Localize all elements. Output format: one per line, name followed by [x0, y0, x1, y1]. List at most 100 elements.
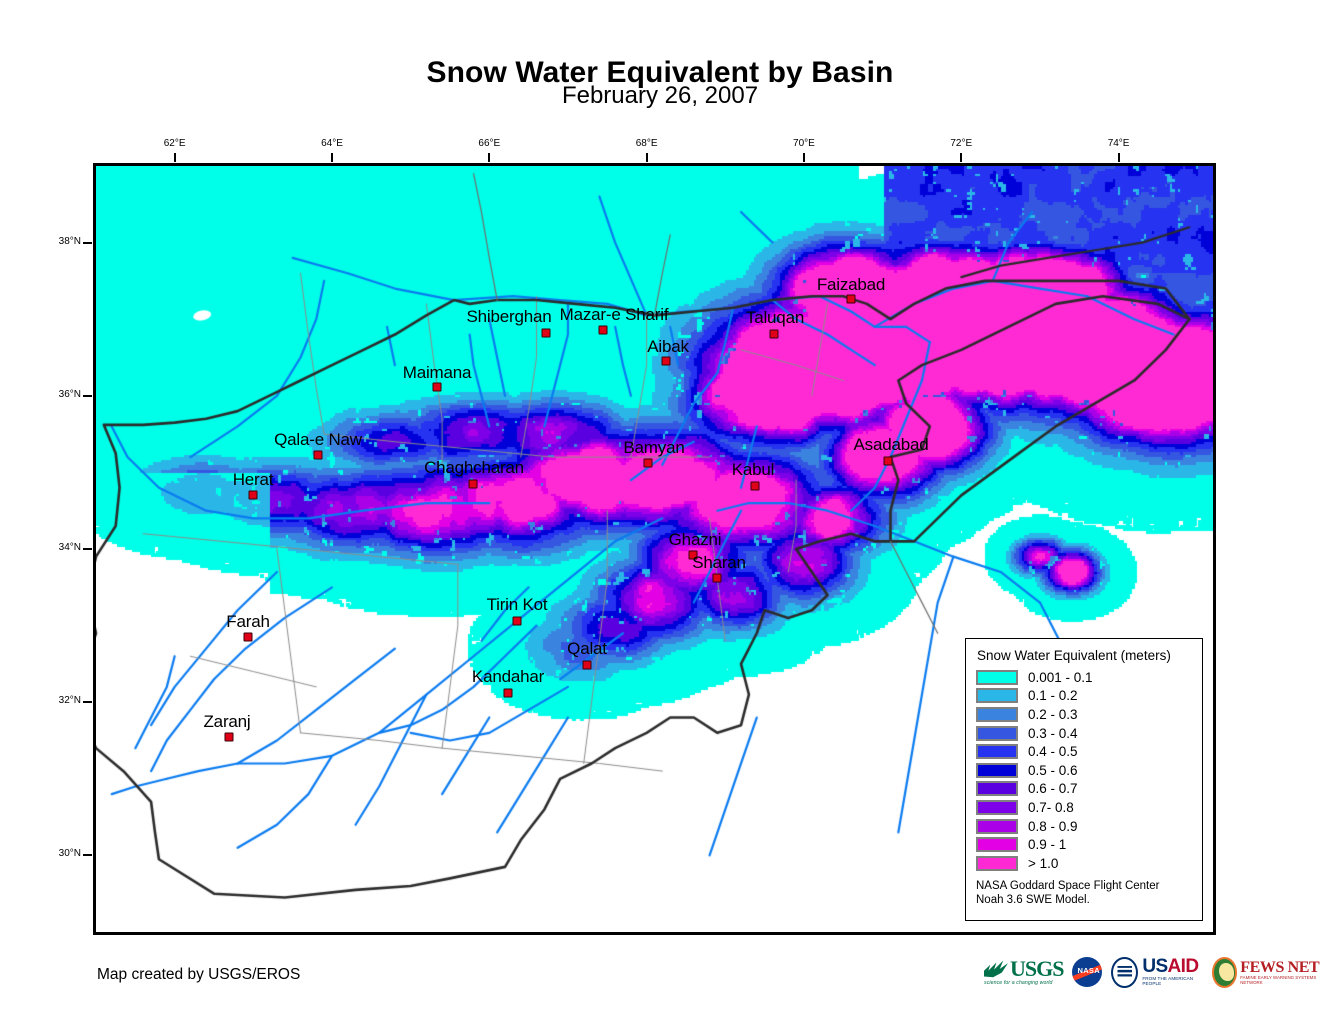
usaid-wordmark: USAID: [1142, 956, 1199, 977]
city-label: Maimana: [402, 363, 472, 382]
usaid-seal-icon: [1111, 956, 1139, 988]
legend-label: 0.4 - 0.5: [1028, 744, 1078, 760]
legend-note-line-2: Noah 3.6 SWE Model.: [976, 894, 1090, 907]
city-marker: [432, 382, 442, 392]
longitude-tick-label: 68°E: [635, 138, 658, 149]
usgs-wordmark: USGS: [1010, 955, 1064, 981]
legend-row: 0.7- 0.8: [976, 798, 1192, 817]
latitude-tick-mark: [83, 241, 92, 244]
usaid-tagline: FROM THE AMERICAN PEOPLE: [1142, 976, 1194, 986]
city-marker: [688, 550, 698, 560]
city-label: Asadabad: [853, 435, 929, 454]
legend-row: 0.5 - 0.6: [976, 761, 1192, 780]
city-label: Mazar-e Sharif: [559, 305, 669, 324]
city-label: Chaghcharan: [424, 458, 524, 477]
fews-logo: FEWS NET FAMINE EARLY WARNING SYSTEMS NE…: [1211, 955, 1320, 989]
city-marker: [661, 356, 671, 366]
longitude-tick-label: 72°E: [950, 138, 973, 149]
usaid-logo: USAID FROM THE AMERICAN PEOPLE: [1111, 955, 1202, 989]
longitude-tick-mark: [173, 153, 176, 162]
legend-swatch: [976, 762, 1018, 778]
city-marker: [503, 688, 513, 698]
latitude-tick-label: 34°N: [58, 542, 81, 553]
city-label: Tirin Kot: [486, 595, 548, 614]
legend-swatch: [976, 706, 1018, 722]
legend-swatch: [976, 688, 1018, 704]
latitude-tick-label: 36°N: [58, 388, 81, 400]
legend-label: 0.001 - 0.1: [1028, 669, 1093, 685]
legend-swatch: [976, 781, 1018, 797]
city-label: Aibak: [647, 337, 689, 356]
legend-label: 0.7- 0.8: [1028, 799, 1074, 815]
city-label: Herat: [232, 470, 274, 489]
city-marker: [769, 329, 779, 339]
latitude-tick-mark: [83, 394, 92, 397]
map-credit: Map created by USGS/EROS: [97, 966, 301, 983]
city-label: Faizabad: [816, 275, 886, 294]
legend-label: 0.9 - 1: [1028, 837, 1067, 853]
city-marker: [512, 616, 522, 626]
latitude-tick-mark: [83, 701, 92, 704]
legend-note-line-1: NASA Goddard Space Flight Center: [976, 879, 1160, 892]
legend-row: 0.2 - 0.3: [976, 705, 1192, 724]
nasa-wordmark: NASA: [1077, 966, 1100, 975]
latitude-tick-mark: [83, 548, 92, 550]
legend-label: 0.3 - 0.4: [1028, 725, 1078, 741]
city-label: Kabul: [731, 460, 775, 479]
legend-swatch: [976, 818, 1018, 834]
city-marker: [750, 481, 760, 491]
latitude-tick-label: 30°N: [58, 848, 81, 860]
usgs-tagline: science for a changing world: [984, 979, 1053, 986]
city-label: Qala-e Naw: [274, 430, 362, 449]
city-marker: [248, 490, 258, 500]
city-marker: [643, 458, 653, 468]
longitude-tick-mark: [645, 153, 648, 162]
longitude-tick-label: 66°E: [478, 138, 501, 149]
legend-swatch: [976, 669, 1018, 685]
city-marker: [541, 328, 551, 338]
longitude-tick-mark: [488, 153, 491, 162]
city-marker: [582, 660, 592, 670]
legend-row: 0.8 - 0.9: [976, 817, 1192, 836]
nasa-meatball-icon: NASA: [1072, 957, 1103, 987]
city-label: Shiberghan: [466, 307, 552, 326]
city-label: Bamyan: [623, 438, 685, 457]
legend-swatch: [976, 744, 1018, 760]
longitude-tick-mark: [960, 153, 963, 162]
latitude-tick-label: 38°N: [58, 235, 81, 247]
legend-class-list: 0.001 - 0.1 0.1 - 0.2 0.2 - 0.3 0.3 - 0.4 0.…: [976, 668, 1192, 873]
longitude-tick-mark: [802, 153, 805, 162]
city-marker: [883, 456, 893, 466]
usgs-logo: USGS science for a changing world: [984, 955, 1064, 989]
fews-wordmark: FEWS NET: [1240, 958, 1320, 976]
city-label: Zaranj: [203, 712, 251, 731]
city-label: Qalat: [567, 639, 607, 658]
city-marker: [243, 632, 253, 642]
legend-attribution: NASA Goddard Space Flight Center Noah 3.…: [976, 879, 1192, 908]
city-label: Farah: [226, 612, 270, 631]
legend-row: 0.6 - 0.7: [976, 780, 1192, 799]
legend-title: Snow Water Equivalent (meters): [977, 648, 1171, 663]
legend-label: 0.2 - 0.3: [1028, 706, 1078, 722]
legend-panel: Snow Water Equivalent (meters) 0.001 - 0…: [965, 638, 1203, 921]
legend-swatch: [976, 725, 1018, 741]
legend-row: 0.4 - 0.5: [976, 742, 1192, 761]
city-marker: [846, 294, 856, 304]
legend-swatch: [976, 855, 1018, 871]
legend-row: 0.001 - 0.1: [976, 668, 1192, 687]
latitude-tick-mark: [83, 854, 92, 857]
city-marker: [712, 573, 722, 583]
legend-label: 0.5 - 0.6: [1028, 762, 1078, 778]
usgs-bird-icon: [984, 960, 1008, 978]
longitude-tick-label: 64°E: [321, 138, 343, 149]
city-marker: [468, 479, 478, 489]
logo-bar: USGS science for a changing world NASA U…: [984, 952, 1320, 992]
city-marker: [313, 450, 323, 460]
city-label: Sharan: [692, 553, 746, 572]
longitude-tick-label: 62°E: [163, 138, 186, 149]
fews-globe-icon: [1211, 956, 1238, 988]
legend-swatch: [976, 799, 1018, 815]
city-label: Taluqan: [745, 308, 805, 327]
legend-swatch: [976, 837, 1018, 853]
fews-tagline: FAMINE EARLY WARNING SYSTEMS NETWORK: [1240, 974, 1317, 985]
